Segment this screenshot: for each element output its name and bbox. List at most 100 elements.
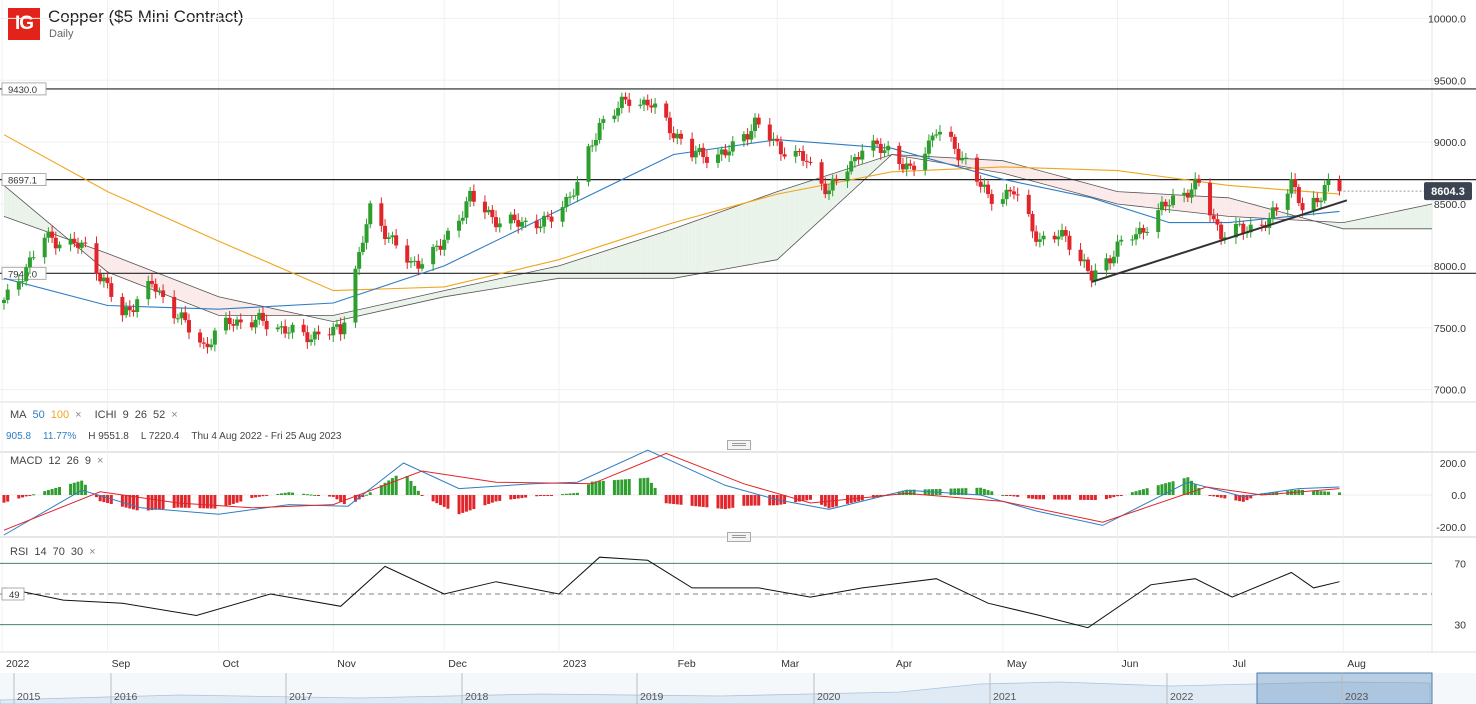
macd-histogram-bar bbox=[520, 495, 524, 499]
rsi-line bbox=[3, 556, 1340, 629]
candle-body bbox=[482, 201, 487, 213]
ichimoku-cloud-segment bbox=[558, 264, 563, 279]
ichimoku-label[interactable]: ICHI bbox=[94, 409, 117, 421]
ichimoku-cloud-segment bbox=[962, 158, 966, 167]
macd-histogram-bar bbox=[1116, 495, 1120, 497]
ichimoku-cloud-segment bbox=[510, 275, 515, 287]
macd-histogram-bar bbox=[768, 495, 772, 506]
macd-histogram-bar bbox=[457, 495, 461, 515]
candle-body bbox=[275, 327, 280, 330]
navigator-year-label: 2019 bbox=[640, 691, 664, 703]
ichimoku-cloud-segment bbox=[880, 156, 885, 165]
ma50-line bbox=[3, 139, 1340, 310]
candle-body bbox=[57, 244, 62, 249]
navigator-year-label: 2020 bbox=[817, 691, 841, 703]
time-tick-label: Jun bbox=[1122, 658, 1139, 670]
candle-body bbox=[198, 332, 203, 343]
ichimoku-cloud-segment bbox=[340, 312, 345, 320]
candle-body bbox=[1060, 230, 1065, 237]
ichimoku-cloud-segment bbox=[507, 276, 511, 287]
macd-histogram-bar bbox=[472, 495, 476, 510]
candle-body bbox=[1163, 201, 1168, 207]
candle-body bbox=[612, 115, 617, 120]
macd-histogram-bar bbox=[1234, 495, 1238, 501]
candle-body bbox=[986, 184, 991, 195]
ichimoku-cloud-segment bbox=[274, 308, 278, 316]
macd-label[interactable]: MACD bbox=[10, 455, 43, 467]
ichimoku-cloud-segment bbox=[444, 289, 448, 297]
ma-label[interactable]: MA bbox=[10, 409, 27, 421]
macd-histogram-bar bbox=[1241, 495, 1245, 502]
macd-histogram-bar bbox=[209, 495, 213, 509]
macd-histogram-bar bbox=[365, 494, 369, 496]
time-tick-label: Dec bbox=[448, 658, 467, 670]
ichimoku-cloud-segment bbox=[1121, 191, 1125, 205]
macd-histogram-bar bbox=[328, 495, 332, 497]
ichimoku-cloud-segment bbox=[174, 279, 178, 300]
macd-histogram-bar bbox=[413, 485, 417, 495]
ichimoku-cloud-segment bbox=[1369, 216, 1373, 229]
candle-body bbox=[904, 163, 909, 170]
macd-histogram-bar bbox=[624, 479, 628, 495]
horizontal-level-label: 7940.0 bbox=[8, 269, 37, 280]
candle-body bbox=[1171, 195, 1176, 206]
candle-body bbox=[327, 334, 332, 336]
rsi-label[interactable]: RSI bbox=[10, 546, 29, 558]
macd-histogram-bar bbox=[627, 479, 631, 495]
macd-close-icon[interactable]: × bbox=[97, 455, 104, 467]
ichimoku-cloud-segment bbox=[1420, 205, 1425, 229]
candle-body bbox=[930, 135, 935, 141]
candle-body bbox=[741, 134, 746, 142]
macd-histogram-bar bbox=[498, 495, 502, 501]
ichimoku-cloud-segment bbox=[703, 216, 707, 273]
candle-body bbox=[24, 267, 29, 282]
macd-histogram-bar bbox=[1138, 490, 1142, 495]
chart-timeframe[interactable]: Daily bbox=[49, 28, 74, 40]
rsi-close-icon[interactable]: × bbox=[89, 546, 96, 558]
candle-body bbox=[79, 242, 84, 248]
macd-histogram-bar bbox=[339, 495, 343, 502]
pane-resize-handle-rsi[interactable] bbox=[727, 532, 751, 542]
macd-histogram-bar bbox=[808, 495, 812, 500]
macd-histogram-bar bbox=[675, 495, 679, 505]
ma-close-icon[interactable]: × bbox=[75, 409, 82, 421]
macd-histogram-bar bbox=[1005, 495, 1009, 496]
current-price-tag bbox=[1424, 182, 1472, 201]
candle-body bbox=[982, 184, 987, 187]
candle-body bbox=[1134, 234, 1139, 240]
macd-histogram-bar bbox=[279, 493, 283, 495]
macd-histogram-bar bbox=[46, 490, 50, 495]
candle-body bbox=[671, 133, 676, 139]
candle-body bbox=[212, 330, 217, 345]
macd-histogram-bar bbox=[490, 495, 494, 503]
candle-body bbox=[27, 257, 32, 268]
macd-histogram-bar bbox=[316, 495, 320, 496]
candle-body bbox=[264, 320, 269, 330]
ichimoku-cloud-segment bbox=[943, 157, 948, 164]
macd-histogram-bar bbox=[1315, 490, 1319, 495]
ichimoku-cloud-segment bbox=[640, 238, 645, 279]
ichimoku-p1: 9 bbox=[122, 409, 129, 421]
ichimoku-cloud-segment bbox=[610, 247, 615, 279]
macd-histogram-bar bbox=[50, 489, 54, 495]
ichimoku-cloud-segment bbox=[277, 309, 282, 316]
candle-body bbox=[826, 190, 831, 195]
candle-body bbox=[834, 178, 839, 182]
ichimoku-cloud-segment bbox=[107, 253, 112, 274]
ichimoku-cloud-segment bbox=[784, 188, 789, 253]
candle-body bbox=[127, 306, 132, 311]
ig-logo: IG bbox=[8, 8, 40, 40]
candle-body bbox=[1159, 201, 1164, 211]
candle-body bbox=[697, 147, 702, 153]
macd-histogram-bar bbox=[483, 495, 487, 506]
time-tick-label: Sep bbox=[112, 658, 131, 670]
ichimoku-close-icon[interactable]: × bbox=[171, 409, 178, 421]
ichimoku-cloud-segment bbox=[751, 199, 755, 265]
ichimoku-cloud-segment bbox=[1102, 187, 1107, 202]
ichimoku-cloud-segment bbox=[15, 194, 19, 222]
candle-body bbox=[494, 217, 499, 228]
macd-histogram-bar bbox=[464, 495, 468, 512]
pane-resize-handle-macd[interactable] bbox=[727, 440, 751, 450]
ichimoku-cloud-segment bbox=[1406, 208, 1410, 229]
